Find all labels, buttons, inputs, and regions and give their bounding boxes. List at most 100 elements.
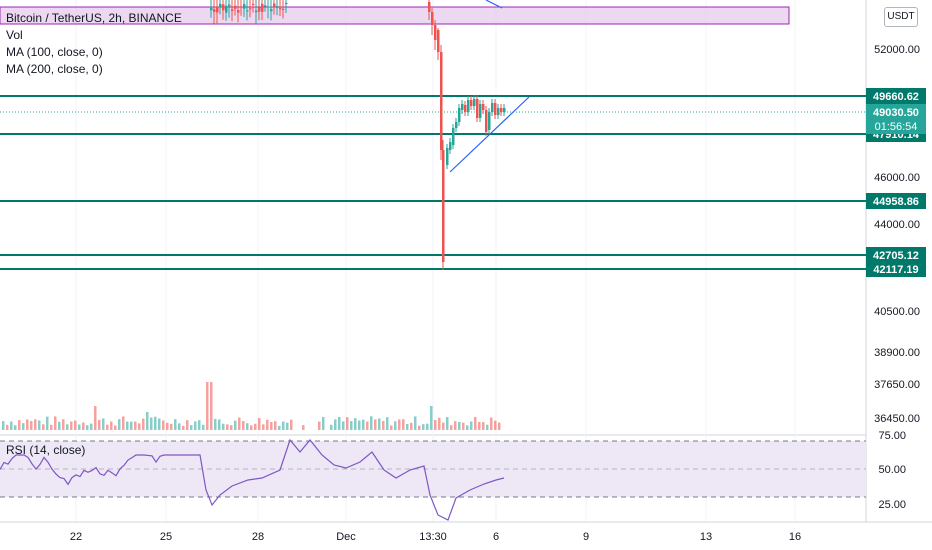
- volume-bar: [458, 421, 461, 430]
- time-tick-4: 13:30: [419, 531, 447, 543]
- candle: [252, 0, 255, 13]
- volume-bar: [82, 422, 85, 430]
- volume-bar: [94, 406, 97, 430]
- volume-bar: [162, 420, 165, 430]
- symbol-title[interactable]: Bitcoin / TetherUS, 2h, BINANCE: [6, 11, 182, 25]
- volume-bar: [202, 424, 205, 430]
- volume-bar: [434, 420, 437, 430]
- volume-bar: [258, 418, 261, 430]
- candle: [276, 0, 279, 16]
- volume-bar: [278, 425, 281, 430]
- candle: [261, 0, 264, 20]
- volume-bar: [178, 423, 181, 430]
- candle: [479, 100, 482, 122]
- volume-bar: [214, 418, 217, 430]
- volume-bar: [146, 412, 149, 430]
- candle: [237, 0, 240, 23]
- candle: [282, 0, 285, 19]
- volume-bar: [42, 424, 45, 430]
- time-tick-2: 28: [252, 531, 264, 543]
- current-price-text: 49030.50: [873, 107, 919, 119]
- volume-bar: [274, 421, 277, 430]
- candle: [216, 0, 219, 24]
- rsi-tick-1: 50.00: [878, 464, 906, 476]
- volume-bar: [182, 425, 185, 430]
- volume-bar: [50, 424, 53, 430]
- volume-bar: [478, 421, 481, 430]
- volume-bar: [378, 418, 381, 430]
- volume-bar: [10, 421, 13, 430]
- volume-bar: [30, 421, 33, 430]
- volume-bar: [466, 425, 469, 430]
- time-tick-7: 13: [700, 531, 712, 543]
- volume-bar: [142, 418, 145, 430]
- candle: [279, 0, 282, 16]
- time-tick-1: 25: [160, 531, 172, 543]
- volume-bar: [150, 417, 153, 430]
- candle: [243, 0, 246, 18]
- volume-bar: [22, 423, 25, 430]
- candle: [210, 0, 213, 18]
- candle: [273, 0, 276, 15]
- candle: [494, 99, 497, 119]
- volume-bar: [86, 425, 89, 430]
- candle: [488, 108, 491, 134]
- volume-bar: [26, 419, 29, 430]
- volume-bar: [154, 416, 157, 430]
- volume-bar: [138, 423, 141, 430]
- currency-badge[interactable]: USDT: [884, 7, 918, 27]
- volume-bar: [122, 416, 125, 430]
- volume-bar: [242, 421, 245, 430]
- trendline-top[interactable]: [485, 0, 503, 9]
- volume-bar: [442, 422, 445, 430]
- ma200-label[interactable]: MA (200, close, 0): [6, 62, 103, 76]
- rsi-title[interactable]: RSI (14, close): [6, 443, 86, 457]
- volume-bar: [334, 419, 337, 430]
- candle: [213, 0, 216, 24]
- candle: [485, 106, 488, 136]
- volume-bar: [374, 419, 377, 430]
- volume-bar: [54, 416, 57, 430]
- countdown-text: 01:56:54: [875, 121, 918, 133]
- time-tick-0: 22: [70, 531, 82, 543]
- candle: [255, 0, 258, 24]
- volume-bar: [282, 421, 285, 430]
- trendline-ascending[interactable]: [449, 96, 530, 173]
- vol-label[interactable]: Vol: [6, 28, 23, 42]
- candle: [264, 0, 267, 12]
- volume-bar: [446, 417, 449, 430]
- price-tick-2: 44000.00: [874, 219, 920, 231]
- volume-bar: [402, 419, 405, 430]
- time-tick-6: 9: [583, 531, 589, 543]
- volume-bar: [474, 416, 477, 430]
- rsi-line: [0, 438, 505, 521]
- volume-bar: [134, 421, 137, 430]
- rsi-axis-labels: 75.00 50.00 25.00: [878, 430, 906, 511]
- volume-bar: [246, 423, 249, 430]
- candle: [267, 0, 270, 19]
- volume-bar: [362, 419, 365, 430]
- volume-bar: [230, 425, 233, 430]
- ma100-label[interactable]: MA (100, close, 0): [6, 45, 103, 59]
- volume-bar: [130, 421, 133, 430]
- volume-bar: [390, 425, 393, 430]
- volume-bar: [210, 382, 213, 430]
- volume-bar: [234, 420, 237, 430]
- candle: [231, 0, 234, 22]
- price-tick-1: 46000.00: [874, 172, 920, 184]
- volume-bar: [486, 424, 489, 430]
- price-tick-0: 52000.00: [874, 44, 920, 56]
- resistance-zone[interactable]: [0, 6, 790, 25]
- volume-bar: [126, 421, 129, 430]
- volume-bar: [266, 419, 269, 430]
- volume-bar: [302, 425, 305, 430]
- volume-bar: [482, 422, 485, 430]
- level-lines[interactable]: [0, 95, 866, 270]
- volume-bar: [386, 417, 389, 430]
- candle: [234, 0, 237, 16]
- volume-bar: [250, 425, 253, 430]
- volume-bar: [218, 419, 221, 430]
- grid-lines: [75, 0, 796, 522]
- candle: [482, 100, 485, 114]
